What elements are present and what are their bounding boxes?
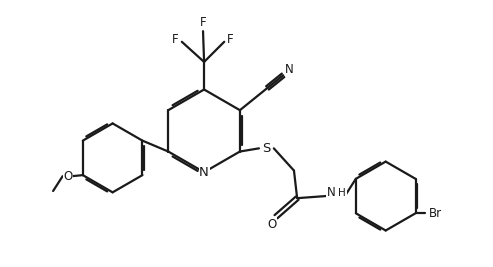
Text: N: N	[327, 186, 335, 199]
Text: S: S	[262, 142, 271, 155]
Text: N: N	[285, 64, 294, 76]
Text: F: F	[227, 33, 234, 46]
Text: F: F	[200, 16, 207, 29]
Text: O: O	[267, 218, 277, 231]
Text: F: F	[172, 33, 179, 46]
Text: N: N	[199, 166, 209, 179]
Text: Br: Br	[429, 207, 442, 220]
Text: H: H	[338, 188, 346, 198]
Text: O: O	[63, 170, 72, 183]
